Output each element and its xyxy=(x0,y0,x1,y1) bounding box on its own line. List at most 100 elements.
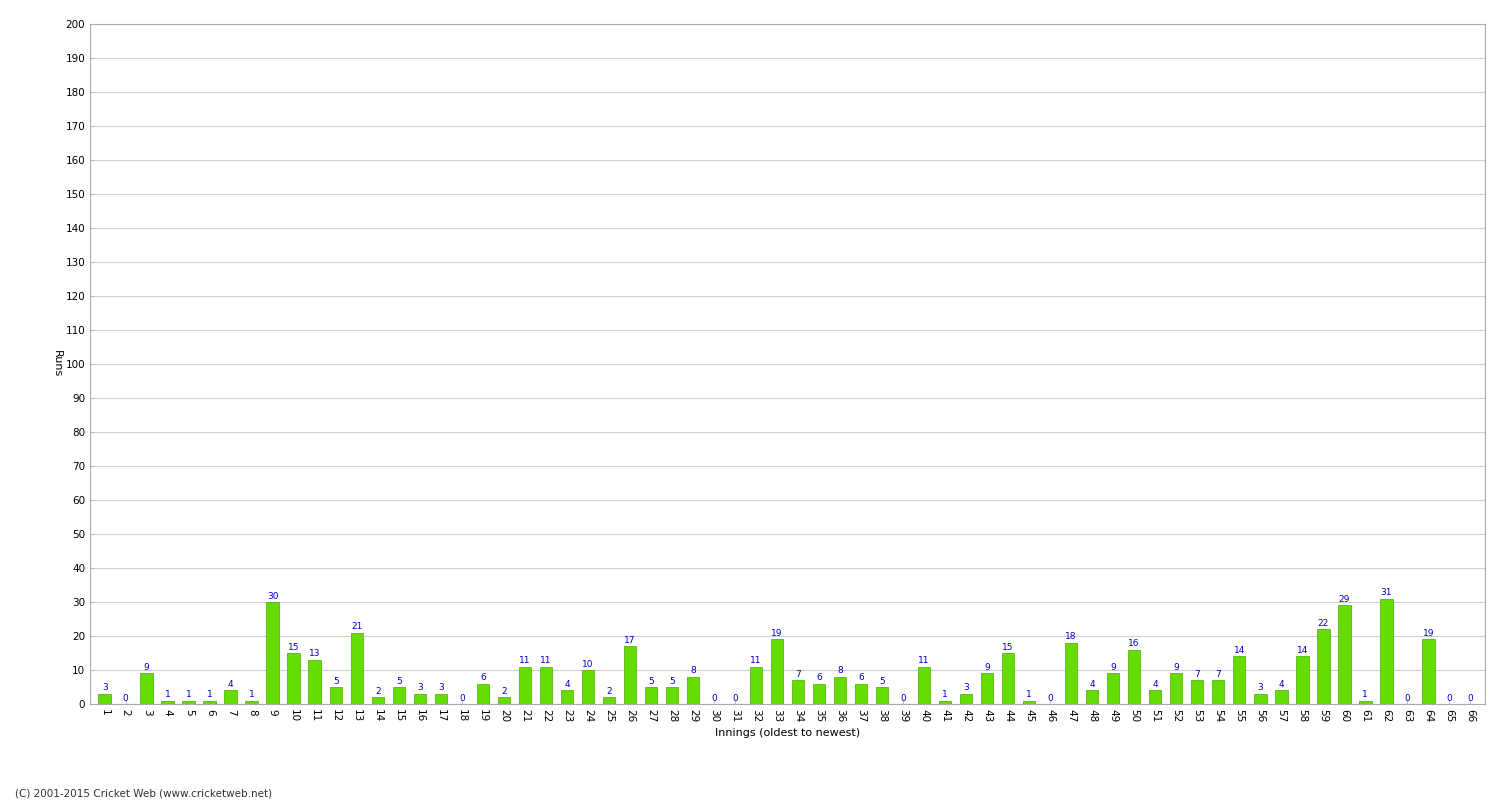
Bar xyxy=(1065,643,1077,704)
Text: 1: 1 xyxy=(249,690,255,699)
Bar xyxy=(939,701,951,704)
Text: 0: 0 xyxy=(1446,694,1452,702)
Text: 6: 6 xyxy=(816,674,822,682)
Bar xyxy=(1023,701,1035,704)
Text: 0: 0 xyxy=(711,694,717,702)
Bar xyxy=(1359,701,1371,704)
Bar xyxy=(855,683,867,704)
Bar xyxy=(1338,606,1350,704)
X-axis label: Innings (oldest to newest): Innings (oldest to newest) xyxy=(716,728,860,738)
Text: 29: 29 xyxy=(1338,595,1350,604)
Bar xyxy=(1191,680,1203,704)
Text: 6: 6 xyxy=(858,674,864,682)
Bar xyxy=(330,687,342,704)
Bar xyxy=(645,687,657,704)
Text: 8: 8 xyxy=(837,666,843,675)
Text: 3: 3 xyxy=(438,683,444,693)
Text: 7: 7 xyxy=(1215,670,1221,679)
Text: 10: 10 xyxy=(582,660,594,669)
Bar xyxy=(204,701,216,704)
Text: 0: 0 xyxy=(1047,694,1053,702)
Bar xyxy=(624,646,636,704)
Text: 11: 11 xyxy=(918,656,930,666)
Bar xyxy=(1107,674,1119,704)
Text: 18: 18 xyxy=(1065,633,1077,642)
Bar xyxy=(498,697,510,704)
Text: 9: 9 xyxy=(1110,663,1116,672)
Bar xyxy=(1170,674,1182,704)
Bar xyxy=(225,690,237,704)
Text: 19: 19 xyxy=(1422,629,1434,638)
Bar xyxy=(1002,653,1014,704)
Text: 30: 30 xyxy=(267,592,279,601)
Text: 5: 5 xyxy=(648,677,654,686)
Text: 9: 9 xyxy=(984,663,990,672)
Bar xyxy=(561,690,573,704)
Bar xyxy=(834,677,846,704)
Text: 4: 4 xyxy=(1278,680,1284,689)
Bar xyxy=(1254,694,1266,704)
Text: 1: 1 xyxy=(1362,690,1368,699)
Bar xyxy=(792,680,804,704)
Text: 0: 0 xyxy=(900,694,906,702)
Bar xyxy=(666,687,678,704)
Text: 2: 2 xyxy=(375,687,381,696)
Text: 7: 7 xyxy=(1194,670,1200,679)
Text: 7: 7 xyxy=(795,670,801,679)
Text: 17: 17 xyxy=(624,636,636,645)
Bar xyxy=(771,639,783,704)
Text: 9: 9 xyxy=(144,663,150,672)
Text: 4: 4 xyxy=(1152,680,1158,689)
Bar xyxy=(582,670,594,704)
Text: 2: 2 xyxy=(501,687,507,696)
Text: 4: 4 xyxy=(1089,680,1095,689)
Bar xyxy=(288,653,300,704)
Text: 1: 1 xyxy=(165,690,171,699)
Bar xyxy=(372,697,384,704)
Bar xyxy=(876,687,888,704)
Text: 31: 31 xyxy=(1380,588,1392,598)
Bar xyxy=(267,602,279,704)
Bar xyxy=(141,674,153,704)
Text: 1: 1 xyxy=(942,690,948,699)
Text: 5: 5 xyxy=(879,677,885,686)
Text: 0: 0 xyxy=(123,694,129,702)
Bar xyxy=(1275,690,1287,704)
Text: 0: 0 xyxy=(459,694,465,702)
Bar xyxy=(414,694,426,704)
Text: 2: 2 xyxy=(606,687,612,696)
Bar xyxy=(1212,680,1224,704)
Text: 6: 6 xyxy=(480,674,486,682)
Text: 14: 14 xyxy=(1233,646,1245,655)
Bar xyxy=(162,701,174,704)
Bar xyxy=(309,660,321,704)
Text: 3: 3 xyxy=(963,683,969,693)
Bar xyxy=(99,694,111,704)
Bar xyxy=(1422,639,1434,704)
Bar xyxy=(1149,690,1161,704)
Bar xyxy=(750,666,762,704)
Text: 4: 4 xyxy=(564,680,570,689)
Bar xyxy=(540,666,552,704)
Text: 5: 5 xyxy=(396,677,402,686)
Bar xyxy=(351,633,363,704)
Text: (C) 2001-2015 Cricket Web (www.cricketweb.net): (C) 2001-2015 Cricket Web (www.cricketwe… xyxy=(15,788,272,798)
Text: 19: 19 xyxy=(771,629,783,638)
Bar xyxy=(519,666,531,704)
Text: 8: 8 xyxy=(690,666,696,675)
Bar xyxy=(477,683,489,704)
Text: 1: 1 xyxy=(1026,690,1032,699)
Bar xyxy=(435,694,447,704)
Bar xyxy=(687,677,699,704)
Text: 14: 14 xyxy=(1296,646,1308,655)
Text: 15: 15 xyxy=(288,642,300,652)
Text: 0: 0 xyxy=(732,694,738,702)
Bar xyxy=(1296,656,1308,704)
Text: 5: 5 xyxy=(669,677,675,686)
Bar xyxy=(813,683,825,704)
Text: 21: 21 xyxy=(351,622,363,631)
Y-axis label: Runs: Runs xyxy=(51,350,62,378)
Bar xyxy=(393,687,405,704)
Text: 0: 0 xyxy=(1404,694,1410,702)
Bar xyxy=(918,666,930,704)
